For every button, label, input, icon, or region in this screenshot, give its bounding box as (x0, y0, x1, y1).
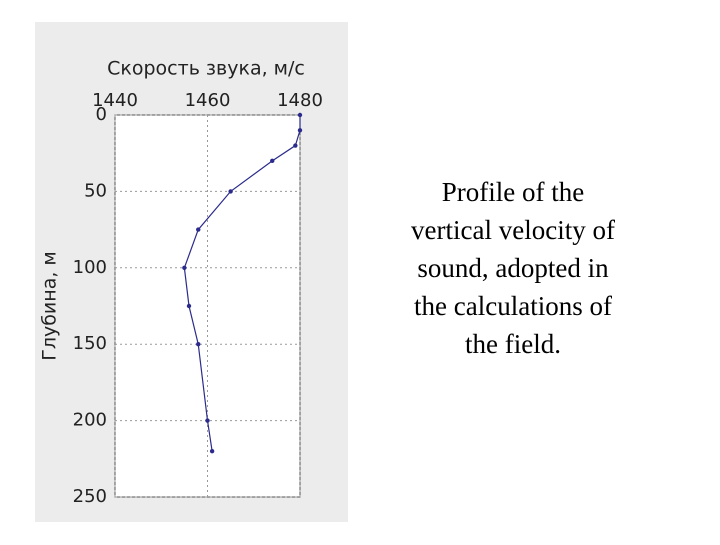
data-point (228, 189, 233, 194)
caption-line: the calculations of (414, 291, 612, 321)
data-point (196, 227, 201, 232)
y-tick-label: 100 (73, 257, 107, 278)
caption: Profile of the vertical velocity of sound,… (411, 177, 615, 359)
y-tick-label: 150 (73, 333, 107, 354)
x-tick-label: 1480 (277, 90, 323, 111)
y-axis-label: Глубина, м (39, 251, 61, 361)
y-tick-label: 200 (73, 410, 107, 431)
x-tick-label: 1440 (92, 90, 138, 111)
caption-line: Profile of the (442, 177, 584, 207)
data-point (297, 112, 303, 118)
data-point (270, 158, 275, 164)
caption-line: sound, adopted in (417, 253, 609, 283)
data-point (182, 265, 187, 270)
data-point (186, 303, 192, 309)
data-point (205, 418, 210, 423)
data-point (209, 448, 215, 454)
y-tick-label: 250 (73, 486, 107, 507)
x-tick-label: 1460 (185, 90, 231, 111)
chart-title: Скорость звука, м/с (107, 58, 305, 80)
caption-line: vertical velocity of (411, 215, 615, 245)
y-tick-label: 50 (84, 180, 107, 201)
y-tick-label: 0 (96, 104, 107, 125)
data-point (293, 143, 298, 148)
data-point (196, 342, 201, 347)
caption-line: the field. (465, 329, 561, 359)
data-point (297, 128, 303, 133)
